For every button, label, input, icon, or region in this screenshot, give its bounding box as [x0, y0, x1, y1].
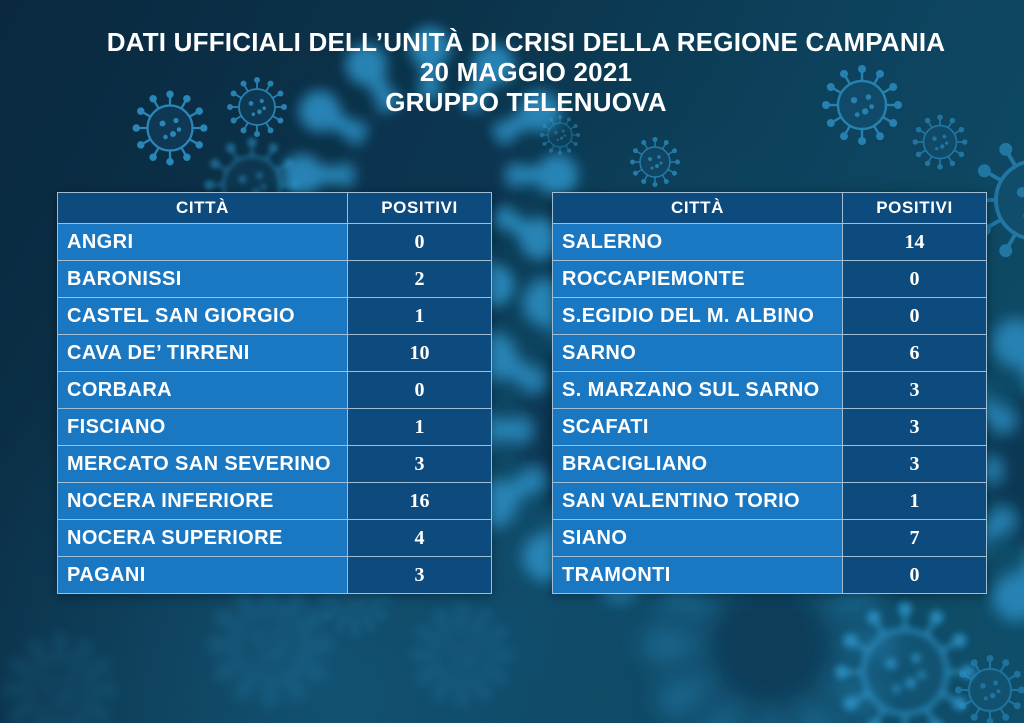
city-cell: SCAFATI [553, 409, 842, 445]
positivi-cell: 6 [843, 335, 986, 371]
city-cell: SARNO [553, 335, 842, 371]
title-line-1: DATI UFFICIALI DELL’UNITÀ DI CRISI DELLA… [106, 27, 946, 57]
positivi-cell: 3 [348, 557, 491, 593]
virus-icon [3, 633, 117, 723]
column-header-citta: CITTÀ [58, 193, 347, 223]
city-cell: ROCCAPIEMONTE [553, 261, 842, 297]
city-cell: MERCATO SAN SEVERINO [58, 446, 347, 482]
positivi-cell: 0 [348, 224, 491, 260]
virus-icon [208, 583, 332, 707]
positivi-cell: 4 [348, 520, 491, 556]
city-cell: BARONISSI [58, 261, 347, 297]
city-cell: CORBARA [58, 372, 347, 408]
positivi-cell: 7 [843, 520, 986, 556]
positivi-cell: 2 [348, 261, 491, 297]
city-cell: SAN VALENTINO TORIO [553, 483, 842, 519]
positivi-cell: 0 [348, 372, 491, 408]
city-cell: NOCERA SUPERIORE [58, 520, 347, 556]
city-cell: CASTEL SAN GIORGIO [58, 298, 347, 334]
virus-icon [410, 603, 514, 707]
positivi-cell: 3 [843, 409, 986, 445]
column-header-positivi: POSITIVI [843, 193, 986, 223]
positivi-cell: 3 [843, 372, 986, 408]
city-cell: SALERNO [553, 224, 842, 260]
title-line-3: GRUPPO TELENUOVA [385, 87, 667, 117]
positivi-cell: 16 [348, 483, 491, 519]
city-cell: NOCERA INFERIORE [58, 483, 347, 519]
cases-table-right: CITTÀ POSITIVI SALERNO 14 ROCCAPIEMONTE 0 S.… [552, 192, 987, 594]
positivi-cell: 10 [348, 335, 491, 371]
city-cell: BRACIGLIANO [553, 446, 842, 482]
positivi-cell: 1 [348, 409, 491, 445]
positivi-cell: 0 [843, 298, 986, 334]
virus-icon [629, 136, 681, 188]
city-cell: S.EGIDIO DEL M. ALBINO [553, 298, 842, 334]
positivi-cell: 0 [843, 261, 986, 297]
city-cell: TRAMONTI [553, 557, 842, 593]
city-cell: PAGANI [58, 557, 347, 593]
virus-icon [953, 653, 1024, 723]
city-cell: ANGRI [58, 224, 347, 260]
positivi-cell: 1 [843, 483, 986, 519]
city-cell: FISCIANO [58, 409, 347, 445]
column-header-citta: CITTÀ [553, 193, 842, 223]
city-cell: SIANO [553, 520, 842, 556]
positivi-cell: 3 [843, 446, 986, 482]
positivi-cell: 1 [348, 298, 491, 334]
title-line-2: 20 MAGGIO 2021 [419, 57, 633, 87]
virus-icon [835, 602, 975, 723]
city-cell: CAVA DE’ TIRRENI [58, 335, 347, 371]
city-cell: S. MARZANO SUL SARNO [553, 372, 842, 408]
positivi-cell: 14 [843, 224, 986, 260]
positivi-cell: 3 [348, 446, 491, 482]
virus-icon [539, 114, 581, 156]
cases-table-left: CITTÀ POSITIVI ANGRI 0 BARONISSI 2 CASTEL SA… [57, 192, 492, 594]
column-header-positivi: POSITIVI [348, 193, 491, 223]
virus-icon [911, 113, 969, 171]
positivi-cell: 0 [843, 557, 986, 593]
page-title: DATI UFFICIALI DELL’UNITÀ DI CRISI DELLA… [0, 27, 1024, 117]
